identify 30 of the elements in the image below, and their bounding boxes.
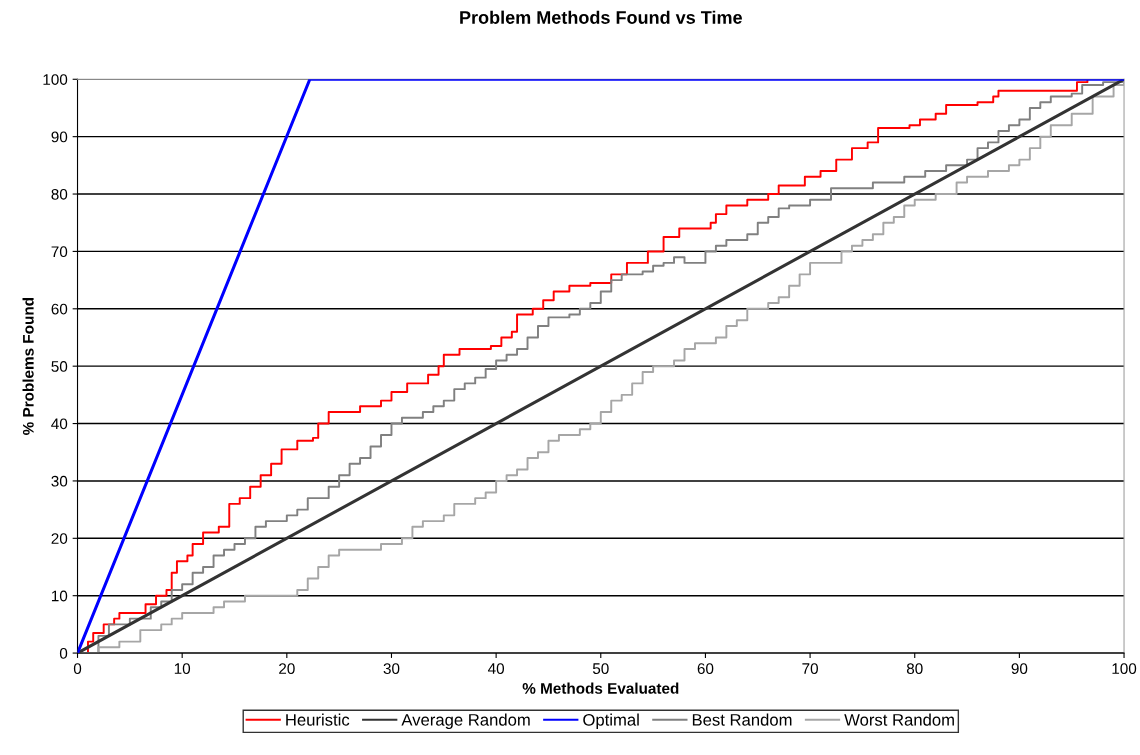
y-tick-label: 100 <box>43 74 68 85</box>
y-tick-label: 10 <box>51 590 68 602</box>
y-tick-label: 0 <box>59 647 68 659</box>
x-tick-label: 90 <box>1011 663 1028 675</box>
x-axis-title: % Methods Evaluated <box>522 682 679 694</box>
y-tick-label: 20 <box>51 533 68 544</box>
x-tick-label: 80 <box>906 663 923 675</box>
x-tick-label: 0 <box>73 663 82 675</box>
legend-label: Optimal <box>583 713 639 730</box>
x-tick-label: 10 <box>174 663 191 675</box>
legend-label: Worst Random <box>844 713 954 726</box>
y-axis-title: % Problems Found <box>22 298 34 435</box>
x-tick-label: 50 <box>592 663 609 675</box>
y-tick-label: 50 <box>51 361 68 372</box>
y-tick-label: 80 <box>51 188 68 200</box>
chart-title: Problem Methods Found vs Time <box>460 10 742 24</box>
y-tick-label: 70 <box>51 246 68 258</box>
x-tick-label: 40 <box>487 663 505 675</box>
x-tick-label: 30 <box>383 663 400 675</box>
y-tick-label: 30 <box>51 475 68 487</box>
x-tick-label: 70 <box>802 663 818 675</box>
legend-label: Best Random <box>692 713 792 726</box>
y-tick-label: 90 <box>51 131 68 143</box>
x-tick-label: 100 <box>1112 663 1137 675</box>
y-tick-label: 40 <box>51 418 68 430</box>
x-tick-label: 20 <box>279 663 295 675</box>
x-tick-label: 60 <box>697 663 714 675</box>
y-tick-label: 60 <box>51 303 68 315</box>
legend-label: Average Random <box>401 713 530 730</box>
legend-label: Heuristic <box>286 713 350 726</box>
